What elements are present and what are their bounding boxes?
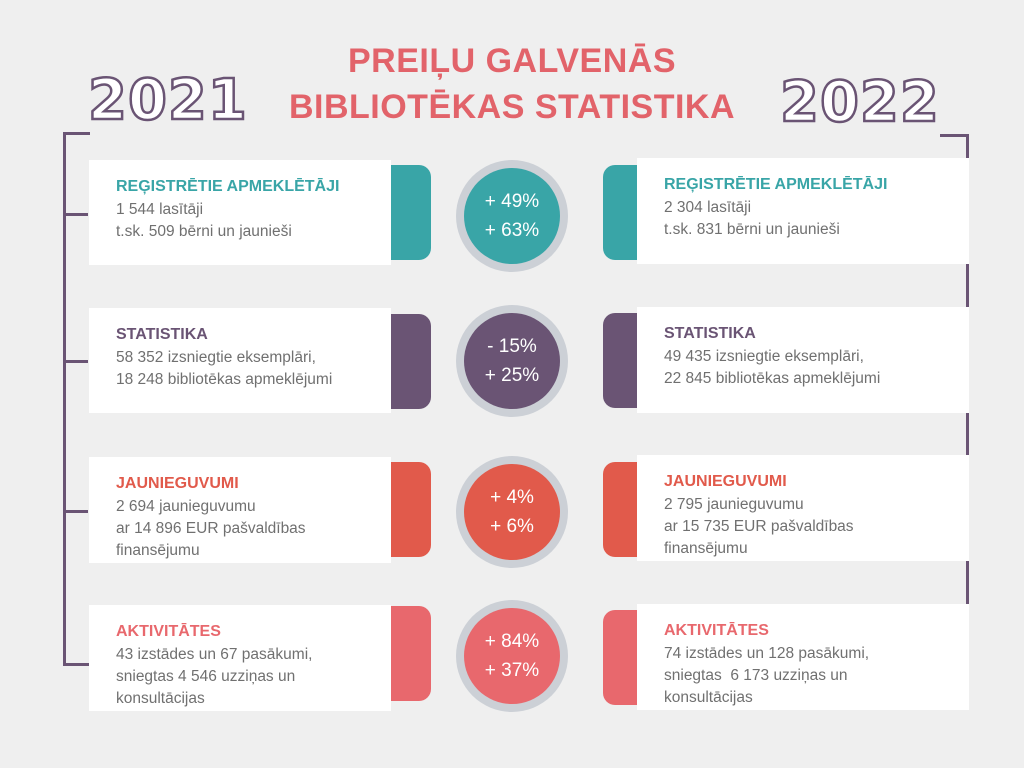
card-heading: REĢISTRĒTIE APMEKLĒTĀJI bbox=[664, 176, 888, 193]
card-body: 2 795 jaunieguvumu ar 15 735 EUR pašvald… bbox=[664, 496, 854, 557]
card-heading: JAUNIEGUVUMI bbox=[116, 475, 239, 492]
change-circle-registered: + 49% + 63% bbox=[456, 160, 568, 272]
change-value-2: + 25% bbox=[484, 365, 540, 386]
change-value-1: + 4% bbox=[490, 487, 534, 508]
change-circle-activities: + 84% + 37% bbox=[456, 600, 568, 712]
left-connector-1 bbox=[66, 213, 88, 216]
card-body: 58 352 izsniegtie eksemplāri, 18 248 bib… bbox=[116, 349, 333, 388]
tab-teal-left bbox=[391, 165, 431, 260]
card-2022-registered: REĢISTRĒTIE APMEKLĒTĀJI 2 304 lasītāji t… bbox=[637, 158, 969, 264]
tab-red-left bbox=[391, 462, 431, 557]
year-2021-label: 2021 bbox=[87, 67, 248, 135]
card-heading: AKTIVITĀTES bbox=[664, 622, 769, 639]
tab-purple-left bbox=[391, 314, 431, 409]
tab-purple-right bbox=[603, 313, 643, 408]
card-body: 1 544 lasītāji t.sk. 509 bērni un jaunie… bbox=[116, 201, 292, 240]
year-2022-label: 2022 bbox=[779, 69, 940, 137]
title-line-2: BIBLIOTĒKAS STATISTIKA bbox=[288, 88, 736, 126]
change-circle-acquisitions: + 4% + 6% bbox=[456, 456, 568, 568]
tab-red-right bbox=[603, 462, 643, 557]
tab-pink-left bbox=[391, 606, 431, 701]
card-body: 43 izstādes un 67 pasākumi, sniegtas 4 5… bbox=[116, 646, 313, 707]
change-value-2: + 63% bbox=[484, 220, 540, 241]
change-value-2: + 37% bbox=[484, 660, 540, 681]
card-2021-activities: AKTIVITĀTES 43 izstādes un 67 pasākumi, … bbox=[89, 605, 391, 711]
card-heading: AKTIVITĀTES bbox=[116, 623, 221, 640]
title-line-1: PREIĻU GALVENĀS bbox=[347, 42, 676, 80]
change-value-2: + 6% bbox=[490, 516, 534, 537]
change-value-1: + 84% bbox=[484, 631, 540, 652]
card-body: 49 435 izsniegtie eksemplāri, 22 845 bib… bbox=[664, 348, 881, 387]
card-2022-statistics: STATISTIKA 49 435 izsniegtie eksemplāri,… bbox=[637, 307, 969, 413]
left-bracket-line bbox=[63, 132, 90, 666]
left-connector-3 bbox=[66, 510, 88, 513]
card-body: 74 izstādes un 128 pasākumi, sniegtas 6 … bbox=[664, 645, 870, 706]
card-2021-registered: REĢISTRĒTIE APMEKLĒTĀJI 1 544 lasītāji t… bbox=[89, 160, 391, 265]
change-circle-statistics: - 15% + 25% bbox=[456, 305, 568, 417]
card-body: 2 304 lasītāji t.sk. 831 bērni un jaunie… bbox=[664, 199, 840, 238]
card-2022-activities: AKTIVITĀTES 74 izstādes un 128 pasākumi,… bbox=[637, 604, 969, 710]
change-value-1: + 49% bbox=[484, 191, 540, 212]
card-2021-statistics: STATISTIKA 58 352 izsniegtie eksemplāri,… bbox=[89, 308, 391, 413]
card-heading: JAUNIEGUVUMI bbox=[664, 473, 787, 490]
tab-pink-right bbox=[603, 610, 643, 705]
card-heading: STATISTIKA bbox=[116, 326, 208, 343]
card-2022-acquisitions: JAUNIEGUVUMI 2 795 jaunieguvumu ar 15 73… bbox=[637, 455, 969, 561]
card-heading: STATISTIKA bbox=[664, 325, 756, 342]
change-value-1: - 15% bbox=[487, 336, 537, 357]
card-heading: REĢISTRĒTIE APMEKLĒTĀJI bbox=[116, 178, 340, 195]
tab-teal-right bbox=[603, 165, 643, 260]
card-body: 2 694 jaunieguvumu ar 14 896 EUR pašvald… bbox=[116, 498, 306, 559]
card-2021-acquisitions: JAUNIEGUVUMI 2 694 jaunieguvumu ar 14 89… bbox=[89, 457, 391, 563]
left-connector-2 bbox=[66, 360, 88, 363]
page-title: PREIĻU GALVENĀS BIBLIOTĒKAS STATISTIKA bbox=[0, 38, 1024, 130]
